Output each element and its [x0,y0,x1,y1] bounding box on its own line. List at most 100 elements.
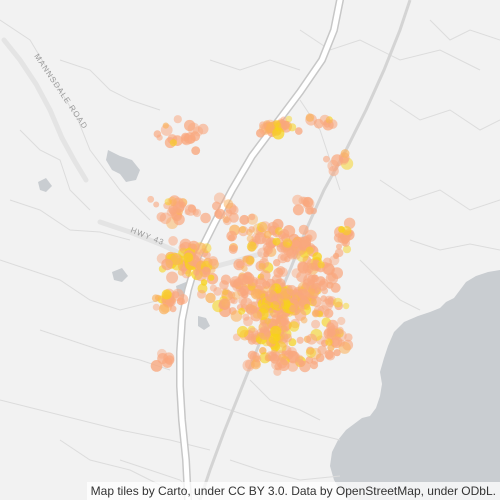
heat-point [278,267,288,278]
heat-point [326,281,334,289]
heat-point [336,326,344,335]
heat-point [273,367,282,376]
pond-5 [198,316,210,330]
heat-point [200,212,211,224]
heat-point [248,213,256,221]
heat-point [324,349,334,360]
heat-point [286,285,298,296]
heat-point [312,252,323,262]
heat-point [255,260,267,272]
heat-point [311,357,319,365]
heat-point [247,350,257,360]
heat-point [342,302,350,310]
heat-point [243,316,253,327]
heat-point [228,244,238,254]
heat-point [239,214,250,225]
heat-point [228,212,239,223]
heat-point [276,311,284,318]
heat-point [223,199,234,209]
heat-point [218,298,231,311]
heat-point [263,251,270,258]
heat-point [287,361,299,372]
heat-point [311,309,320,318]
heat-point [296,250,309,263]
heat-point [270,325,282,337]
heat-point [296,359,304,366]
heat-point [183,252,194,263]
heat-point [342,245,352,254]
heat-point [162,122,169,129]
heat-point [208,256,219,266]
heat-point [209,284,217,292]
highway [177,0,343,500]
heat-point [238,307,246,315]
heat-point [269,353,280,364]
heat-point [273,119,281,127]
heat-point [259,328,271,340]
pond-2 [112,268,128,282]
heat-point [255,277,267,290]
heat-point [173,115,182,124]
heat-point [281,233,291,243]
heat-point [325,338,333,346]
heat-point [271,292,284,306]
heat-point [238,226,249,237]
heat-point [342,238,350,247]
heat-point [288,123,297,132]
heat-point [262,318,274,330]
heat-point [241,265,248,272]
heat-point [334,301,344,311]
heat-point [166,271,179,284]
heat-point [161,289,172,300]
heat-point [170,253,182,265]
heat-point [222,216,232,226]
heat-point [147,195,155,203]
heat-point [246,241,257,252]
heat-point [342,226,352,236]
heat-point [305,113,315,122]
heat-point [280,317,289,326]
heat-point [298,289,310,301]
heat-point [307,274,317,285]
heat-point [305,246,314,255]
heat-point [221,287,230,296]
heat-point [226,230,237,242]
heat-point [190,131,201,142]
heat-point [184,209,191,216]
heat-point [167,196,177,207]
mannsdale-road [1,37,89,183]
heat-point [295,127,303,135]
heat-point [328,165,339,177]
heat-point [263,230,272,239]
heat-point [250,309,262,322]
heat-point [311,319,321,329]
heat-point [185,269,193,277]
heat-point [304,303,311,311]
heat-point [292,204,304,216]
heat-point [280,120,290,130]
pond-1 [106,150,140,182]
heat-point [233,278,244,290]
heat-point [270,301,280,310]
reservoir-water [330,270,500,500]
heat-point [306,333,317,345]
heat-point [302,196,314,208]
heat-point [169,305,177,313]
heat-point [274,122,283,131]
heat-point [190,243,197,250]
heat-point [288,321,300,332]
heat-point [297,261,308,272]
heat-point [307,262,316,271]
pond-4 [38,178,52,192]
heat-point [259,302,270,314]
heat-point [212,201,221,211]
heat-point [191,146,201,156]
heat-point [317,261,325,269]
reservoir-inlet [344,426,366,470]
heat-point [283,333,292,343]
heat-point [220,274,231,285]
heat-point [259,221,271,233]
